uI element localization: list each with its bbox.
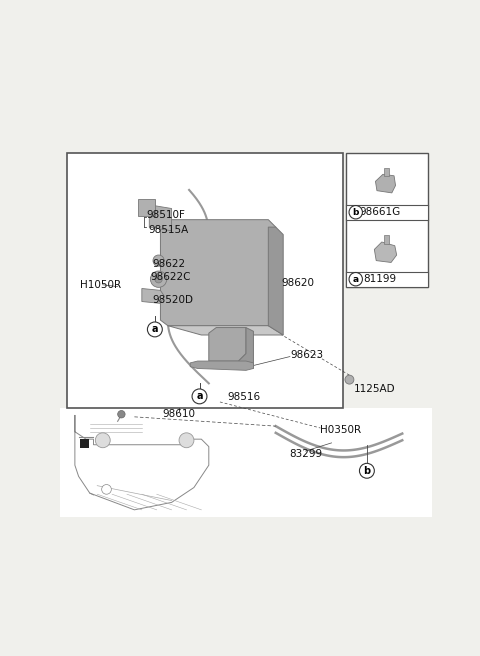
Polygon shape [384, 167, 389, 176]
Circle shape [179, 433, 194, 447]
Text: 98623: 98623 [290, 350, 324, 360]
Polygon shape [75, 415, 209, 510]
Circle shape [96, 433, 110, 447]
Text: a: a [152, 325, 158, 335]
Bar [347, 205, 428, 220]
Polygon shape [149, 205, 172, 231]
Circle shape [349, 205, 362, 219]
Text: H0350R: H0350R [321, 425, 361, 435]
Bar [347, 272, 428, 287]
Polygon shape [384, 235, 389, 244]
Text: 98622C: 98622C [150, 272, 191, 282]
Text: 98620: 98620 [281, 278, 314, 288]
Text: 1125AD: 1125AD [354, 384, 396, 394]
Circle shape [118, 411, 125, 418]
Circle shape [153, 255, 164, 266]
Polygon shape [375, 174, 396, 193]
Circle shape [360, 463, 374, 478]
Polygon shape [168, 325, 283, 335]
Bar [81, 439, 89, 449]
Polygon shape [142, 289, 164, 303]
Text: 98516: 98516 [228, 392, 261, 403]
Circle shape [102, 485, 111, 494]
Polygon shape [209, 327, 246, 361]
Text: a: a [196, 392, 203, 401]
Circle shape [150, 271, 167, 287]
Text: 98515A: 98515A [148, 225, 189, 235]
Circle shape [349, 272, 362, 286]
Text: 98510F: 98510F [147, 210, 186, 220]
Circle shape [147, 322, 162, 337]
Text: 98610: 98610 [163, 409, 195, 419]
Bar [67, 153, 343, 407]
Bar [60, 407, 432, 518]
Text: a: a [353, 275, 359, 283]
Polygon shape [160, 220, 276, 325]
Text: b: b [352, 208, 359, 216]
Text: 98622: 98622 [152, 258, 185, 268]
Text: H1050R: H1050R [81, 279, 121, 290]
Circle shape [345, 375, 354, 384]
Text: 98661G: 98661G [360, 207, 400, 217]
Polygon shape [374, 242, 396, 262]
Text: 81199: 81199 [363, 274, 396, 284]
Circle shape [192, 389, 207, 404]
Circle shape [155, 276, 162, 283]
Text: 83299: 83299 [289, 449, 322, 459]
Polygon shape [268, 227, 283, 335]
Bar [347, 153, 428, 287]
Text: b: b [363, 466, 371, 476]
Text: 98520D: 98520D [152, 295, 193, 304]
Polygon shape [190, 361, 253, 371]
Polygon shape [239, 327, 253, 369]
Polygon shape [138, 199, 155, 216]
